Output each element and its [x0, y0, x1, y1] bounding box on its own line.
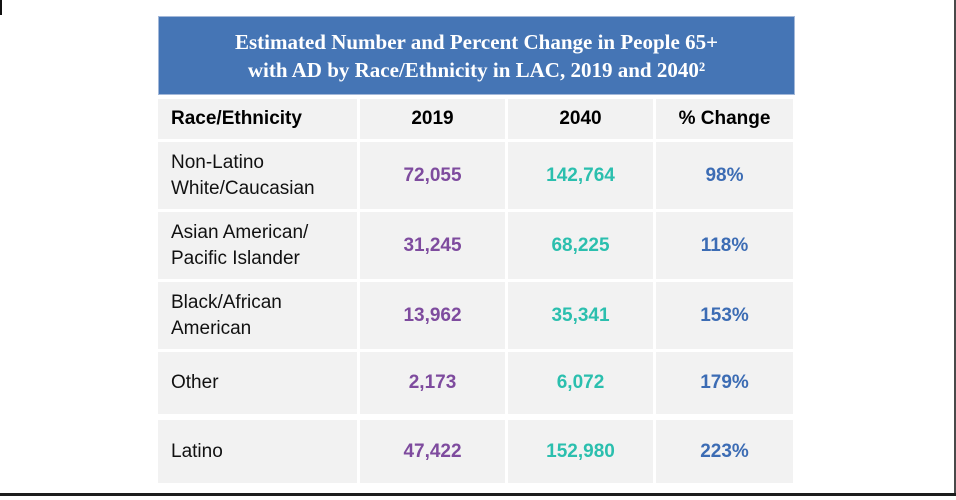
column-header-2040: 2040	[508, 99, 653, 139]
race-label: Non-Latino White/Caucasian	[158, 142, 357, 209]
table-title-line-1: Estimated Number and Percent Change in P…	[234, 29, 719, 54]
value-2019: 13,962	[360, 282, 505, 349]
race-label: Latino	[158, 420, 357, 483]
race-label: Other	[158, 352, 357, 414]
value-2019: 47,422	[360, 420, 505, 483]
value-2040: 6,072	[508, 352, 653, 414]
table-row-black-african-american: Black/African American 13,962 35,341 153…	[158, 282, 795, 349]
value-2040: 152,980	[508, 420, 653, 483]
value-percent-change: 153%	[656, 282, 793, 349]
table-row-asian-american-pi: Asian American/ Pacific Islander 31,245 …	[158, 212, 795, 279]
value-percent-change: 179%	[656, 352, 793, 414]
race-label: Asian American/ Pacific Islander	[158, 212, 357, 279]
slide-left-border-tick	[0, 0, 2, 15]
value-2019: 72,055	[360, 142, 505, 209]
table-title-banner: Estimated Number and Percent Change in P…	[158, 16, 795, 95]
slide-bottom-border	[0, 493, 956, 496]
column-header-race-ethnicity: Race/Ethnicity	[158, 99, 357, 139]
column-header-2019: 2019	[360, 99, 505, 139]
value-percent-change: 118%	[656, 212, 793, 279]
value-2019: 2,173	[360, 352, 505, 414]
value-percent-change: 98%	[656, 142, 793, 209]
table-row-latino: Latino 47,422 152,980 223%	[158, 420, 795, 483]
column-header-percent-change: % Change	[656, 99, 793, 139]
table-header-row: Race/Ethnicity 2019 2040 % Change	[158, 99, 795, 139]
race-label: Black/African American	[158, 282, 357, 349]
value-percent-change: 223%	[656, 420, 793, 483]
table-title-line-2: with AD by Race/Ethnicity in LAC, 2019 a…	[247, 57, 706, 82]
value-2040: 35,341	[508, 282, 653, 349]
ad-projection-table: Estimated Number and Percent Change in P…	[158, 16, 795, 483]
slide-right-border	[954, 0, 956, 496]
table-row-other: Other 2,173 6,072 179%	[158, 352, 795, 414]
value-2040: 142,764	[508, 142, 653, 209]
value-2019: 31,245	[360, 212, 505, 279]
table-row-non-latino-white: Non-Latino White/Caucasian 72,055 142,76…	[158, 142, 795, 209]
value-2040: 68,225	[508, 212, 653, 279]
